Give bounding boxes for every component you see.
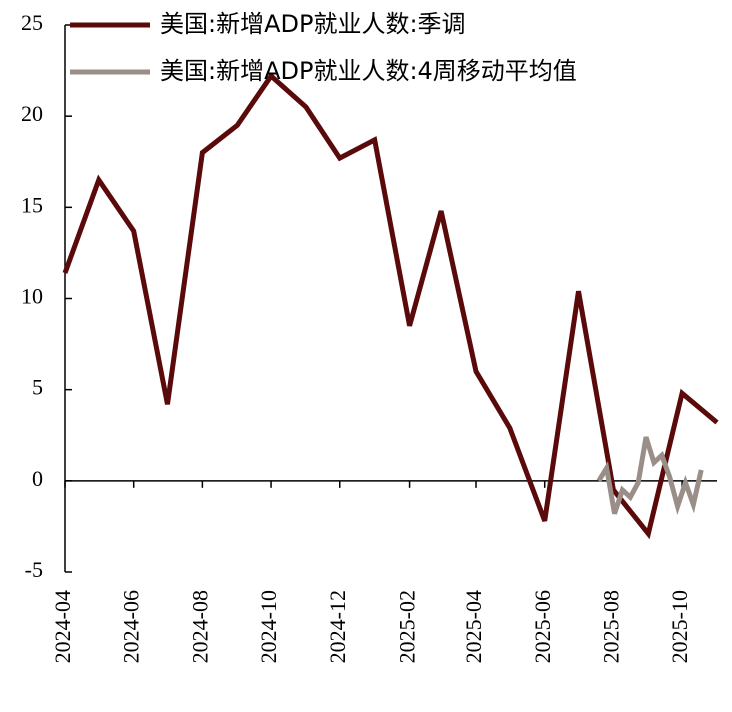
legend-label: 美国:新增ADP就业人数:4周移动平均值 bbox=[160, 57, 577, 85]
x-tick-label: 2024-04 bbox=[50, 590, 75, 663]
y-tick-label: 0 bbox=[32, 466, 43, 491]
y-tick-label: -5 bbox=[25, 557, 43, 582]
x-tick-label: 2024-08 bbox=[187, 590, 212, 663]
legend-label: 美国:新增ADP就业人数:季调 bbox=[160, 10, 466, 38]
y-tick-label: 10 bbox=[21, 284, 43, 309]
y-tick-label: 25 bbox=[21, 10, 43, 35]
x-tick-label: 2024-10 bbox=[256, 590, 281, 663]
y-tick-label: 15 bbox=[21, 192, 43, 217]
x-tick-label: 2025-04 bbox=[461, 590, 486, 663]
x-tick-label: 2025-08 bbox=[598, 590, 623, 663]
series-line bbox=[596, 436, 704, 516]
x-tick-label: 2025-02 bbox=[395, 590, 420, 663]
series-line bbox=[62, 72, 719, 540]
y-tick-label: 20 bbox=[21, 101, 43, 126]
x-tick-label: 2024-06 bbox=[119, 590, 144, 663]
x-tick-label: 2025-06 bbox=[530, 590, 555, 663]
x-tick-label: 2024-12 bbox=[325, 590, 350, 663]
x-tick-label: 2025-10 bbox=[667, 590, 692, 663]
y-tick-label: 5 bbox=[32, 375, 43, 400]
